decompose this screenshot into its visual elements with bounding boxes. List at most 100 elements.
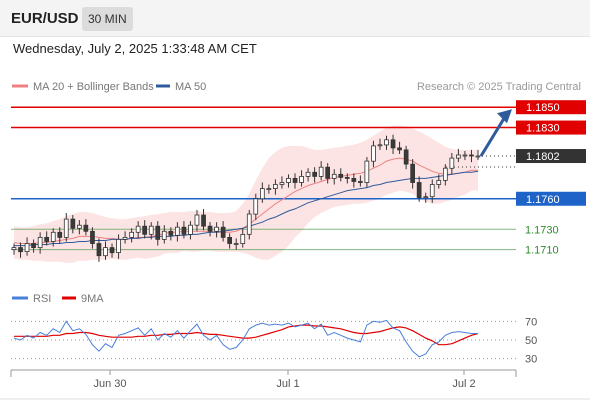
candle-body	[96, 243, 102, 257]
candle	[305, 168, 311, 182]
candle	[129, 228, 134, 243]
candle	[155, 221, 161, 246]
candle	[325, 163, 331, 184]
candle	[449, 152, 455, 175]
candle	[24, 237, 30, 256]
candle	[423, 192, 429, 203]
candle-body	[429, 184, 435, 198]
candle-body	[351, 177, 357, 182]
candle-body	[129, 231, 134, 238]
candle-body	[155, 225, 161, 240]
candle	[351, 173, 357, 188]
credit-label: Research © 2025 Trading Central	[417, 81, 581, 93]
candle-body	[246, 213, 252, 235]
candle-body	[214, 226, 219, 232]
candle-body	[174, 226, 180, 236]
ma20-legend-label: MA 20 + Bollinger Bands	[33, 81, 154, 93]
candle-body	[259, 188, 265, 200]
candle-body	[436, 179, 442, 185]
candle-body	[188, 224, 193, 235]
level-label-1-1730: 1.1730	[525, 224, 559, 236]
candle	[135, 221, 141, 239]
ma50-legend-label: MA 50	[175, 81, 206, 93]
candle-body	[168, 230, 174, 236]
symbol-label: EUR/USD	[11, 10, 79, 27]
candle	[384, 135, 389, 150]
arrow-head	[497, 109, 512, 124]
candle	[312, 167, 318, 183]
candle-body	[253, 198, 259, 215]
candle-body	[122, 236, 128, 240]
candle	[122, 231, 128, 244]
candle	[233, 238, 239, 250]
level-tag-1-1830	[516, 120, 586, 135]
candle-body	[37, 236, 43, 248]
rsi-tick-70: 70	[525, 316, 537, 328]
level-label-1-1802: 1.1802	[526, 151, 560, 163]
timeframe-badge[interactable]: 30 MIN	[82, 7, 133, 31]
candle-body	[442, 167, 448, 181]
datetime-label: Wednesday, July 2, 2025 1:33:48 AM CET	[13, 41, 257, 56]
candle	[377, 138, 383, 150]
candle-body	[135, 225, 141, 233]
candle-body	[233, 243, 239, 245]
candle	[70, 215, 76, 234]
price-level-labels: 1.1850 1.1830 1.1802 1.1760 1.1730 1.1710	[516, 100, 586, 257]
candle	[344, 173, 350, 184]
candle-body	[384, 139, 389, 146]
candle-body	[63, 218, 69, 238]
candle	[103, 241, 108, 260]
candle	[148, 222, 154, 240]
candle	[18, 242, 23, 258]
candle-body	[449, 157, 455, 169]
level-label-1-1830: 1.1830	[526, 123, 560, 135]
candle-body	[181, 226, 187, 235]
x-tick-label: Jul 2	[452, 378, 475, 390]
candle-body	[103, 247, 108, 257]
candle-body	[423, 196, 429, 199]
candle	[116, 234, 121, 259]
candle-body	[116, 238, 121, 253]
candle	[188, 221, 193, 240]
candle	[292, 173, 298, 189]
candle	[57, 227, 63, 244]
candle	[246, 209, 252, 240]
candle	[436, 174, 442, 189]
candle	[299, 170, 304, 187]
bollinger-band-area	[14, 125, 478, 263]
candle	[390, 134, 396, 154]
rsi-legend-label: RSI	[33, 293, 51, 305]
candle-body	[292, 177, 298, 183]
candle-body	[266, 188, 272, 191]
candle-body	[272, 184, 278, 189]
candle	[96, 238, 102, 262]
candle	[240, 228, 246, 248]
candle	[475, 149, 481, 161]
candle	[220, 221, 226, 242]
candle-body	[299, 175, 304, 183]
candle	[142, 220, 147, 239]
target-arrow	[479, 109, 512, 157]
header-divider	[0, 36, 590, 37]
ma9-legend-label: 9MA	[81, 293, 104, 305]
candle	[161, 225, 167, 244]
candle-body	[109, 247, 115, 254]
candle-body	[279, 182, 285, 185]
candle-body	[44, 236, 50, 242]
candle-body	[312, 171, 318, 177]
candle	[371, 140, 376, 168]
candle	[174, 222, 180, 242]
bollinger-band-fill	[14, 125, 478, 263]
candle-body	[318, 166, 324, 177]
candle-body	[240, 233, 246, 244]
candle-body	[325, 166, 331, 179]
candle-body	[83, 224, 89, 232]
candle	[403, 145, 409, 170]
candle-body	[403, 149, 409, 165]
candle	[429, 179, 435, 203]
candle	[286, 174, 291, 188]
candle	[469, 149, 474, 163]
candle	[201, 208, 206, 231]
candle-body	[70, 218, 76, 229]
